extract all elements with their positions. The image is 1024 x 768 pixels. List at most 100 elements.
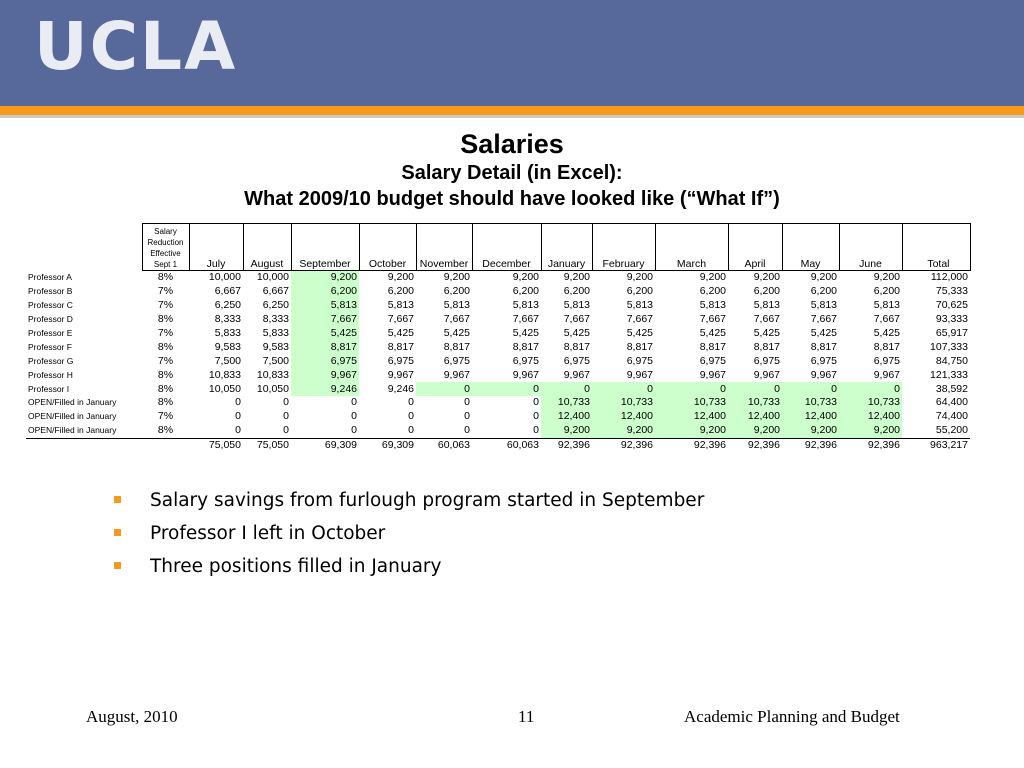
value-cell: 9,200 — [541, 423, 592, 439]
value-cell: 5,425 — [563, 327, 590, 339]
value-cell: 9,583 — [214, 340, 241, 353]
row-total-cell: 74,400 — [935, 410, 968, 423]
table-row: OPEN/Filled in January 8% 0 0 0 0 0 0 9,200 9,200… — [26, 423, 970, 439]
footer-date: August, 2010 — [86, 707, 178, 726]
value-cell: 0 — [416, 423, 472, 439]
value-cell: 0 — [782, 382, 839, 397]
value-cell: 7,667 — [291, 312, 359, 327]
value-cell: 0 — [472, 423, 541, 439]
value-cell: 0 — [408, 410, 414, 423]
value-cell: 7,667 — [753, 313, 780, 326]
totals-row: 75,050 75,050 69,309 69,309 60,063 60,063 92,3… — [26, 438, 970, 452]
rate-cell: 8% — [157, 340, 174, 353]
value-cell: 10,000 — [208, 271, 241, 284]
row-label: OPEN/Filled in January — [26, 423, 142, 439]
value-cell: 10,733 — [655, 396, 728, 410]
value-cell: 0 — [464, 410, 470, 423]
table-row: Professor I 8% 10,050 10,050 9,246 9,246 0 0 0 0 0… — [26, 382, 970, 397]
value-cell: 6,200 — [810, 285, 837, 298]
value-cell: 6,200 — [387, 285, 414, 298]
value-cell: 5,813 — [291, 298, 359, 313]
value-cell: 8,817 — [626, 340, 653, 353]
row-label: Professor E — [28, 328, 73, 338]
rate-cell: 8% — [157, 396, 174, 409]
row-label: Professor C — [28, 300, 73, 311]
footer-org: Academic Planning and Budget — [684, 707, 900, 726]
value-cell: 10,000 — [256, 271, 289, 284]
value-cell: 6,975 — [810, 354, 837, 367]
column-total-cell: 75,050 — [208, 439, 241, 452]
table-row: OPEN/Filled in January 8% 0 0 0 0 0 0 10,733 10,7… — [26, 396, 970, 410]
value-cell: 9,967 — [626, 368, 653, 381]
value-cell: 9,200 — [873, 271, 900, 284]
value-cell: 9,967 — [753, 368, 780, 381]
column-total-cell: 92,396 — [804, 439, 837, 452]
value-cell: 6,250 — [214, 299, 241, 312]
header-bar: UCLA — [0, 0, 1024, 106]
table-row: Professor F 8% 9,583 9,583 8,817 8,817 8,817 8,… — [26, 340, 970, 355]
value-cell: 12,400 — [541, 409, 592, 424]
rate-cell: 7% — [157, 327, 174, 339]
row-label: Professor H — [28, 369, 73, 380]
value-cell: 8,333 — [262, 313, 289, 326]
value-cell: 5,425 — [873, 327, 900, 339]
rate-cell: 8% — [157, 382, 174, 395]
row-label: Professor I — [28, 383, 70, 394]
value-cell: 9,200 — [626, 271, 653, 284]
column-total-cell: 75,050 — [256, 439, 289, 452]
value-cell: 0 — [655, 382, 728, 397]
value-cell: 6,200 — [626, 285, 653, 298]
row-label: Professor B — [28, 286, 73, 297]
rate-cell: 7% — [157, 410, 174, 423]
row-label: OPEN/Filled in January — [28, 397, 117, 408]
value-cell: 5,425 — [753, 327, 780, 339]
table-row: Professor A 8% 10,000 10,000 9,200 9,200 9,200… — [26, 270, 970, 285]
value-cell: 6,200 — [512, 285, 539, 298]
value-cell: 0 — [283, 410, 289, 423]
value-cell: 5,813 — [810, 299, 837, 312]
row-label: Professor A — [28, 272, 72, 283]
value-cell: 10,733 — [541, 396, 592, 410]
month-header: February — [591, 223, 656, 271]
value-cell: 5,813 — [512, 299, 539, 312]
bullet-square-icon — [114, 562, 121, 569]
value-cell: 6,200 — [443, 285, 470, 298]
value-cell: 6,200 — [291, 284, 359, 299]
column-total-cell: 92,396 — [693, 439, 726, 452]
value-cell: 7,667 — [512, 313, 539, 326]
value-cell: 0 — [283, 396, 289, 409]
rate-cell: 8% — [157, 313, 174, 326]
value-cell: 6,975 — [699, 354, 726, 367]
value-cell: 10,833 — [256, 368, 289, 381]
value-cell: 9,967 — [512, 368, 539, 381]
value-cell: 9,246 — [387, 382, 414, 395]
row-total-cell: 64,400 — [935, 396, 968, 409]
row-total-cell: 121,333 — [930, 368, 968, 381]
value-cell: 9,200 — [563, 271, 590, 284]
value-cell: 7,667 — [699, 313, 726, 326]
value-cell: 8,817 — [873, 340, 900, 353]
value-cell: 8,817 — [512, 340, 539, 353]
value-cell: 9,967 — [563, 368, 590, 381]
table-row: Professor E 7% 5,833 5,833 5,425 5,425 5,425 5,… — [26, 326, 970, 341]
value-cell: 9,200 — [728, 423, 782, 439]
month-header: May — [781, 223, 840, 271]
rate-cell: 7% — [157, 285, 174, 298]
month-header: March — [654, 223, 729, 271]
value-cell: 0 — [351, 396, 357, 409]
value-cell: 5,813 — [873, 299, 900, 312]
row-total-cell: 70,625 — [935, 299, 968, 312]
value-cell: 0 — [189, 423, 243, 439]
value-cell: 5,425 — [626, 327, 653, 339]
value-cell: 8,817 — [563, 340, 590, 353]
value-cell: 10,050 — [208, 382, 241, 395]
value-cell: 9,200 — [291, 270, 359, 285]
value-cell: 5,813 — [699, 299, 726, 312]
value-cell: 5,425 — [387, 327, 414, 339]
value-cell: 9,200 — [592, 423, 655, 439]
month-header: September — [290, 223, 360, 271]
value-cell: 6,975 — [626, 354, 653, 367]
slide-title: Salaries — [460, 129, 564, 159]
value-cell: 5,813 — [563, 299, 590, 312]
value-cell: 5,425 — [443, 327, 470, 339]
